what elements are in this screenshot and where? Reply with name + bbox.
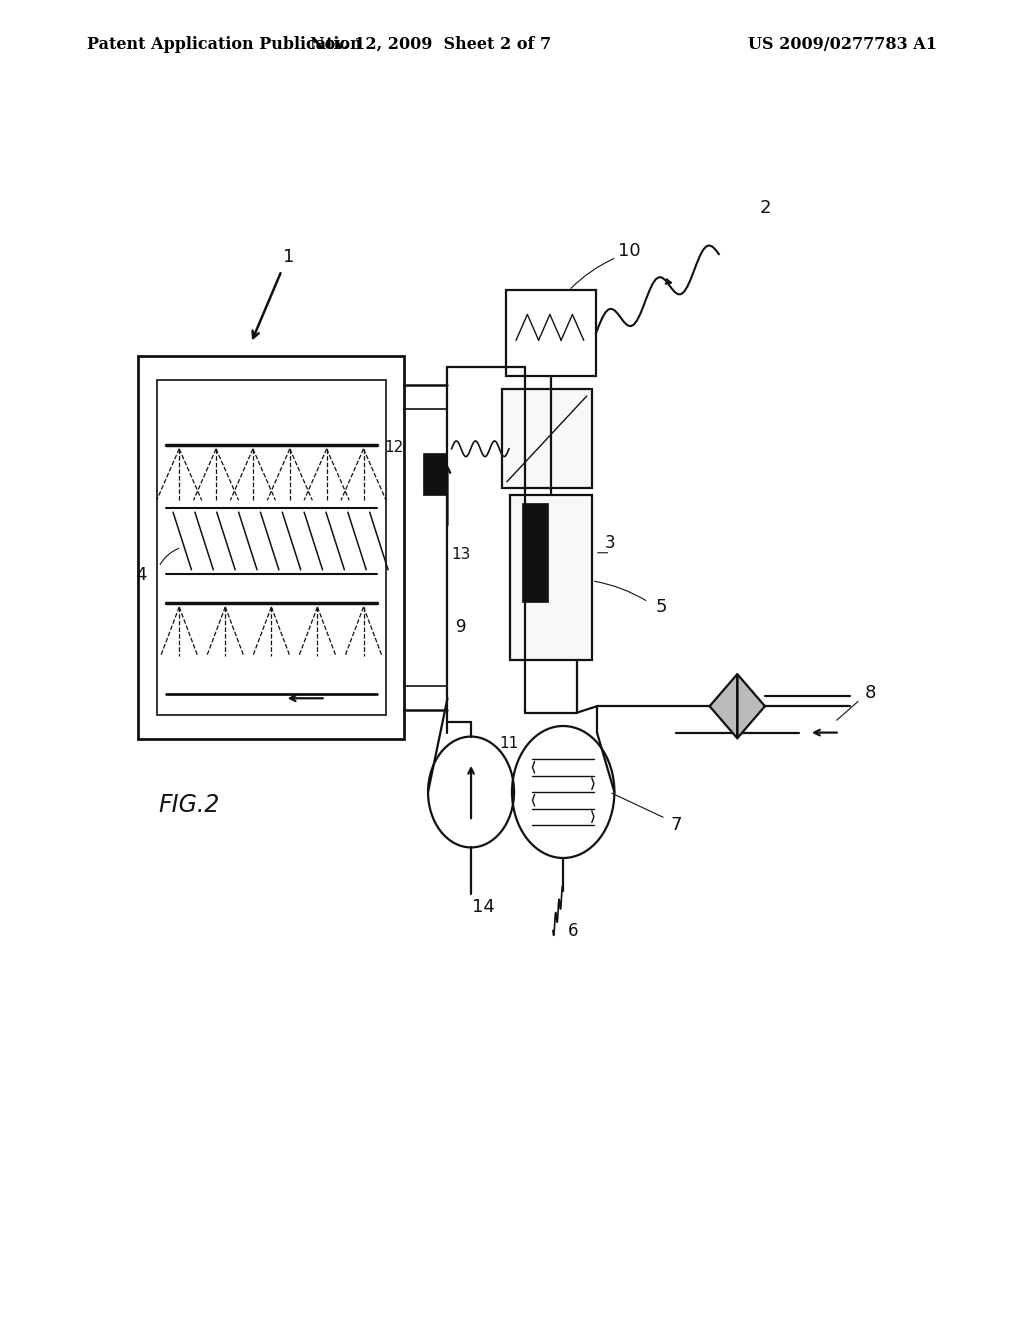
Text: 4: 4 bbox=[135, 565, 147, 583]
Bar bbox=[138, 356, 404, 739]
Text: 14: 14 bbox=[472, 898, 495, 916]
Text: 5: 5 bbox=[655, 598, 668, 616]
Text: 12: 12 bbox=[385, 440, 403, 455]
Text: Patent Application Publication: Patent Application Publication bbox=[87, 36, 361, 53]
Polygon shape bbox=[710, 675, 737, 738]
Bar bbox=[510, 495, 592, 660]
Text: 2: 2 bbox=[759, 199, 771, 216]
Text: 6: 6 bbox=[568, 921, 579, 940]
Bar bbox=[502, 389, 592, 488]
Bar bbox=[157, 380, 386, 715]
Text: 9: 9 bbox=[456, 618, 466, 636]
Text: 8: 8 bbox=[864, 684, 877, 702]
Text: 10: 10 bbox=[618, 242, 641, 260]
Text: 7: 7 bbox=[670, 816, 682, 834]
Text: 1: 1 bbox=[283, 248, 295, 267]
Text: 13: 13 bbox=[452, 546, 470, 562]
Bar bbox=[423, 453, 447, 495]
Text: 11: 11 bbox=[500, 735, 518, 751]
Text: 3: 3 bbox=[605, 533, 615, 552]
Bar bbox=[506, 290, 596, 376]
Text: Nov. 12, 2009  Sheet 2 of 7: Nov. 12, 2009 Sheet 2 of 7 bbox=[309, 36, 551, 53]
Polygon shape bbox=[737, 675, 765, 738]
Text: US 2009/0277783 A1: US 2009/0277783 A1 bbox=[748, 36, 937, 53]
Bar bbox=[522, 503, 548, 602]
Text: FIG.2: FIG.2 bbox=[159, 793, 220, 817]
